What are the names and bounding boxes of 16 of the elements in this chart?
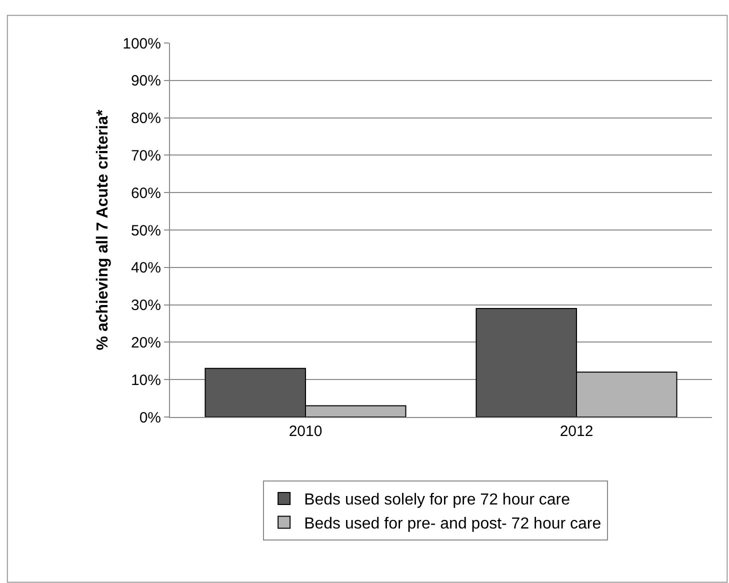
y-tick-label: 40%: [130, 260, 161, 277]
legend-label: Beds used for pre- and post- 72 hour care: [304, 516, 602, 533]
y-tick-label: 10%: [130, 372, 161, 389]
x-tick-label: 2012: [560, 423, 594, 440]
y-axis-title: % achieving all 7 Acute criteria*: [94, 109, 112, 350]
y-tick-label: 70%: [130, 147, 161, 164]
y-tick-label: 20%: [130, 334, 161, 352]
y-tick-label: 80%: [130, 110, 161, 128]
y-tick-label: 100%: [122, 35, 161, 52]
y-tick-label: 90%: [130, 72, 161, 90]
x-tick-label: 2010: [288, 423, 322, 440]
y-tick-label: 30%: [130, 297, 161, 314]
legend-label: Beds used solely for pre 72 hour care: [304, 492, 570, 509]
y-tick-label: 0%: [139, 409, 161, 426]
y-tick-label: 50%: [130, 222, 161, 240]
y-tick-label: 60%: [130, 184, 161, 202]
